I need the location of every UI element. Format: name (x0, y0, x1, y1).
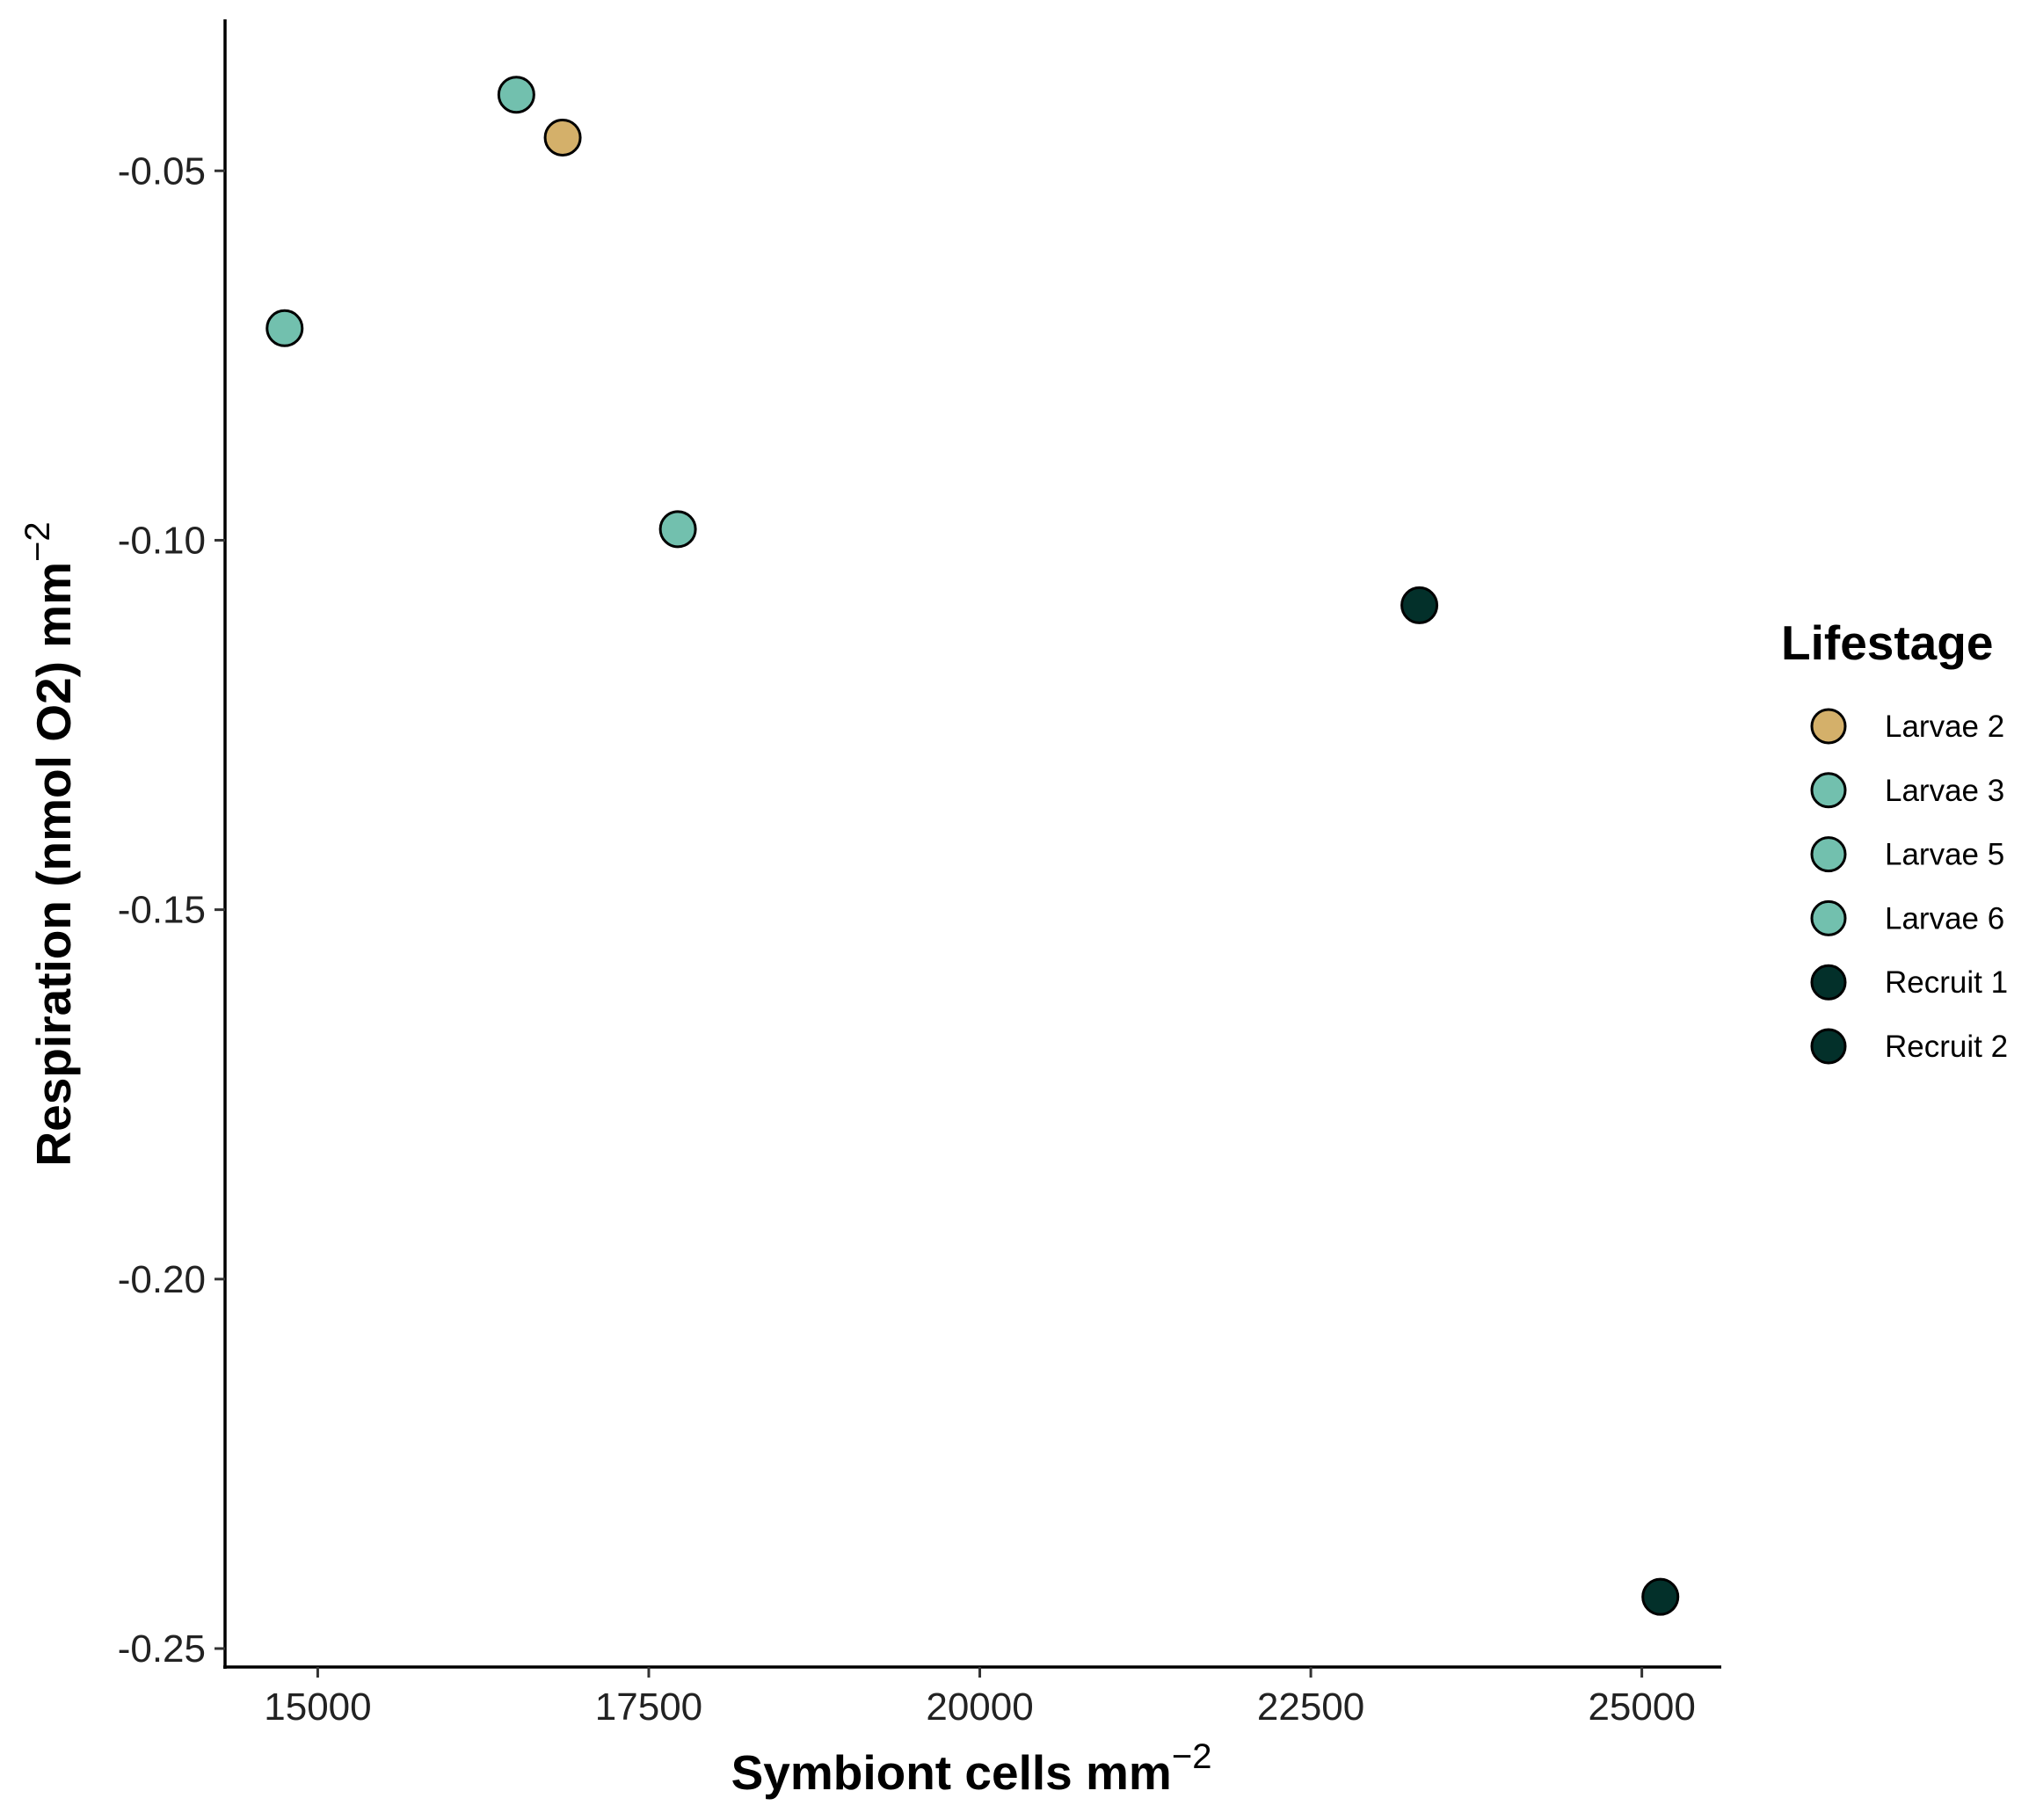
y-tick-label: -0.25 (118, 1627, 206, 1671)
y-axis-title: Respiration (nmol O2) mm−2 (18, 521, 81, 1166)
data-point-larvae-2 (543, 118, 582, 157)
legend-title: Lifestage (1781, 615, 1993, 670)
legend-label: Recruit 2 (1885, 1030, 2008, 1064)
x-tick-label: 22500 (1257, 1685, 1364, 1729)
legend-label: Larvae 6 (1885, 901, 2004, 935)
legend-label: Larvae 2 (1885, 710, 2004, 744)
legend-key-recruit-2 (1810, 1028, 1847, 1065)
x-axis-title-superscript: −2 (1172, 1737, 1212, 1776)
x-tick-label: 25000 (1588, 1685, 1695, 1729)
x-tick-label: 20000 (926, 1685, 1033, 1729)
data-point-larvae-5 (265, 309, 304, 347)
y-tick-label: -0.10 (118, 519, 206, 562)
data-point-recruit-2 (1641, 1577, 1680, 1616)
data-point-larvae-6 (658, 510, 697, 549)
y-tick-label: -0.05 (118, 149, 206, 193)
legend-label: Larvae 3 (1885, 774, 2004, 808)
x-axis-ticks: 15000 17500 20000 22500 25000 (264, 1667, 1696, 1729)
data-points (265, 76, 1680, 1616)
x-tick-label: 17500 (595, 1685, 702, 1729)
legend-key-larvae-2 (1810, 708, 1847, 745)
legend-key-recruit-1 (1810, 964, 1847, 1001)
axes (223, 19, 1721, 1669)
data-point-recruit-1 (1400, 586, 1439, 624)
y-axis-ticks: -0.05 -0.10 -0.15 -0.20 -0.25 (118, 149, 225, 1671)
legend-key-larvae-6 (1810, 899, 1847, 936)
y-tick-label: -0.15 (118, 889, 206, 932)
y-axis-title-superscript: −2 (18, 521, 57, 562)
x-axis-title: Symbiont cells mm−2 (731, 1737, 1212, 1800)
legend-items: Larvae 2 Larvae 3 Larvae 5 Larvae 6 Recruit … (1810, 708, 2008, 1065)
legend-label: Larvae 5 (1885, 838, 2004, 872)
legend-key-larvae-5 (1810, 836, 1847, 873)
x-tick-label: 15000 (264, 1685, 371, 1729)
y-tick-label: -0.20 (118, 1258, 206, 1301)
data-point-larvae-3 (497, 76, 535, 114)
legend-key-larvae-3 (1810, 772, 1847, 809)
legend-label: Recruit 1 (1885, 965, 2008, 1000)
